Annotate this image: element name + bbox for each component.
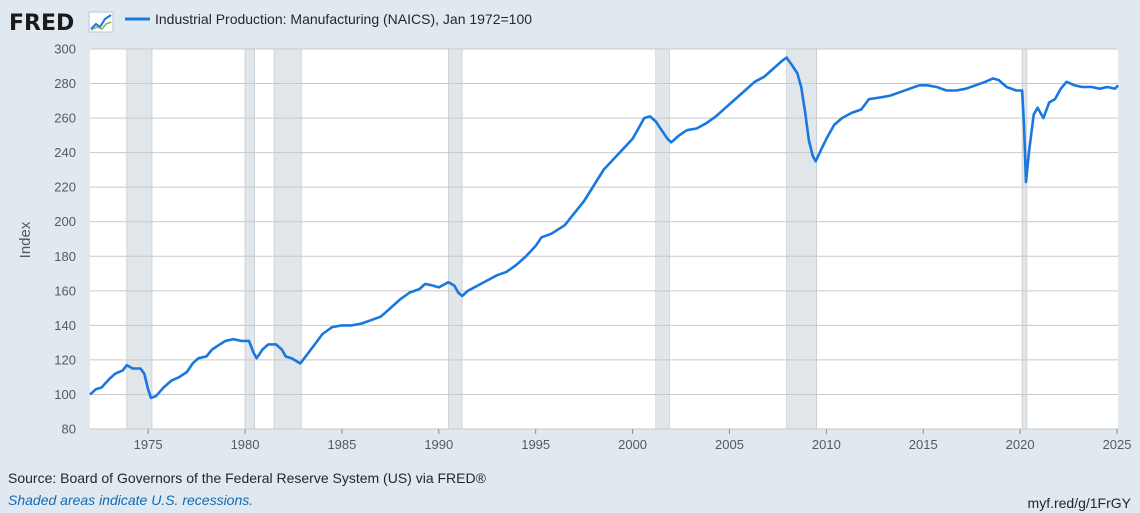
x-tick-label: 2015 (909, 437, 938, 452)
recession-bands (126, 48, 1028, 430)
x-tick-label: 2010 (812, 437, 841, 452)
x-tick-label: 2000 (618, 437, 647, 452)
y-tick-label: 260 (54, 111, 76, 126)
y-tick-label: 220 (54, 180, 76, 195)
recession-band-0 (126, 48, 153, 430)
fred-chart-icon (88, 11, 114, 33)
recession-band-2 (273, 48, 302, 430)
y-tick-label: 100 (54, 387, 76, 402)
x-tick-label: 1990 (424, 437, 453, 452)
x-tick-label: 2020 (1006, 437, 1035, 452)
y-tick-label: 280 (54, 76, 76, 91)
y-tick-label: 300 (54, 42, 76, 57)
recession-band-1 (244, 48, 256, 430)
y-tick-label: 120 (54, 352, 76, 367)
short-link[interactable]: myf.red/g/1FrGY (1027, 495, 1131, 511)
x-tick-label: 1980 (231, 437, 260, 452)
x-tick-label: 1985 (327, 437, 356, 452)
gridlines (90, 48, 1118, 430)
recession-band-3 (448, 48, 463, 430)
x-tick-label: 2005 (715, 437, 744, 452)
y-tick-label: 180 (54, 249, 76, 264)
legend-label: Industrial Production: Manufacturing (NA… (155, 11, 532, 27)
y-axis-label: Index (17, 221, 34, 258)
logo-text: FRED (9, 11, 74, 36)
series-line-manufacturing (89, 56, 1119, 400)
y-tick-label: 160 (54, 283, 76, 298)
y-tick-label: 200 (54, 214, 76, 229)
source-text: Source: Board of Governors of the Federa… (8, 470, 486, 486)
x-axis-ticks: 1975 1980 1985 1990 1995 2000 2005 2010 2015 2020… (134, 429, 1132, 452)
y-tick-label: 140 (54, 318, 76, 333)
y-axis-ticks: 80 100 120 140 160 180 200 220 240 260 280 300 (54, 42, 76, 437)
fred-logo[interactable]: FRED (9, 11, 114, 36)
recession-band-5 (786, 48, 817, 430)
x-tick-label: 1975 (134, 437, 163, 452)
recession-note: Shaded areas indicate U.S. recessions. (8, 492, 254, 508)
recession-band-4 (655, 48, 670, 430)
legend: Industrial Production: Manufacturing (NA… (125, 11, 532, 27)
plot-area (90, 49, 1118, 429)
x-tick-label: 2025 (1103, 437, 1132, 452)
x-tick-label: 1995 (521, 437, 550, 452)
y-tick-label: 240 (54, 145, 76, 160)
y-tick-label: 80 (62, 422, 76, 437)
